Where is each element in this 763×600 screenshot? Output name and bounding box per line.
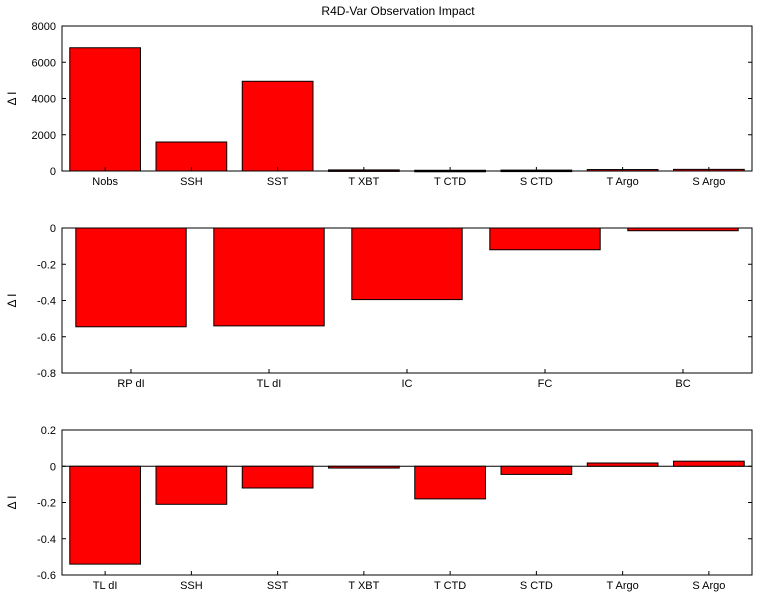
x-tick-label: SST: [267, 580, 289, 592]
chart-panel-1: 0 2000 4000 6000 8000 Δ I Nobs SSH SST T XBT T CTD…: [5, 21, 753, 188]
bar-s-argo: [673, 460, 745, 467]
x-tick-label: T CTD: [434, 580, 466, 592]
bar-s-ctd: [500, 465, 573, 475]
bar-sst: [241, 465, 314, 489]
bar-tl-di: [69, 465, 141, 565]
y-tick-label: 0: [50, 223, 56, 235]
bar-t-xbt: [328, 465, 400, 469]
y-tick-label: 0: [50, 461, 56, 473]
y-axis-label: Δ I: [5, 293, 19, 307]
panels: 0 2000 4000 6000 8000 Δ I Nobs SSH SST T XBT T CTD…: [5, 21, 753, 592]
x-tick-label: BC: [675, 378, 690, 390]
bar-fc: [489, 227, 601, 251]
y-axis-label: Δ I: [5, 495, 19, 509]
x-tick-label: SSH: [180, 176, 203, 188]
y-tick-label: -0.4: [37, 534, 56, 546]
bar-ssh: [155, 141, 228, 172]
x-tick-label: T XBT: [348, 176, 379, 188]
y-tick-label: 8000: [32, 21, 56, 33]
x-tick-label: TL dI: [257, 378, 282, 390]
plot-frame: [61, 429, 753, 576]
x-tick-label: S CTD: [520, 176, 553, 188]
y-tick-label: -0.8: [37, 368, 56, 380]
bar-tl-di: [213, 227, 325, 327]
bar-ssh: [155, 465, 228, 505]
x-tick-label: T XBT: [348, 580, 379, 592]
y-tick-label: -0.6: [37, 332, 56, 344]
x-tick-label: RP dI: [117, 378, 144, 390]
x-tick-label: S Argo: [692, 176, 725, 188]
x-tick-label: IC: [402, 378, 413, 390]
x-tick-label: T Argo: [607, 580, 639, 592]
x-tick-label: SSH: [180, 580, 203, 592]
x-tick-label: S Argo: [692, 580, 725, 592]
bar-t-argo: [586, 462, 659, 467]
y-tick-label: 0.2: [41, 425, 56, 437]
y-tick-label: -0.4: [37, 296, 56, 308]
x-tick-label: T Argo: [607, 176, 639, 188]
x-tick-label: SST: [267, 176, 289, 188]
x-tick-label: T CTD: [434, 176, 466, 188]
x-tick-label: TL dI: [93, 580, 118, 592]
y-tick-label: 2000: [32, 130, 56, 142]
chart-panel-2: -0.8 -0.6 -0.4 -0.2 0 Δ I RP dI TL dI IC FC BC: [5, 223, 753, 390]
bar-nobs: [69, 47, 141, 172]
y-axis-label: Δ I: [5, 91, 19, 105]
bar-t-ctd: [414, 465, 486, 500]
bar-rp-di: [75, 227, 187, 328]
y-tick-label: 4000: [32, 94, 56, 106]
bar-sst: [241, 80, 314, 172]
y-tick-label: -0.2: [37, 259, 56, 271]
chart-panel-3: -0.6 -0.4 -0.2 0 0.2 Δ I TL dI SSH SST T XBT T CTD…: [5, 425, 753, 592]
plot-frame: [61, 25, 753, 172]
bar-ic: [351, 227, 463, 301]
y-tick-label: 0: [50, 166, 56, 178]
x-tick-label: Nobs: [92, 176, 118, 188]
y-tick-label: -0.2: [37, 498, 56, 510]
plot-frame: [61, 227, 753, 374]
x-tick-label: S CTD: [520, 580, 553, 592]
y-tick-label: 6000: [32, 57, 56, 69]
y-tick-label: -0.6: [37, 570, 56, 582]
x-tick-label: FC: [538, 378, 553, 390]
chart-title: R4D-Var Observation Impact: [321, 4, 475, 18]
